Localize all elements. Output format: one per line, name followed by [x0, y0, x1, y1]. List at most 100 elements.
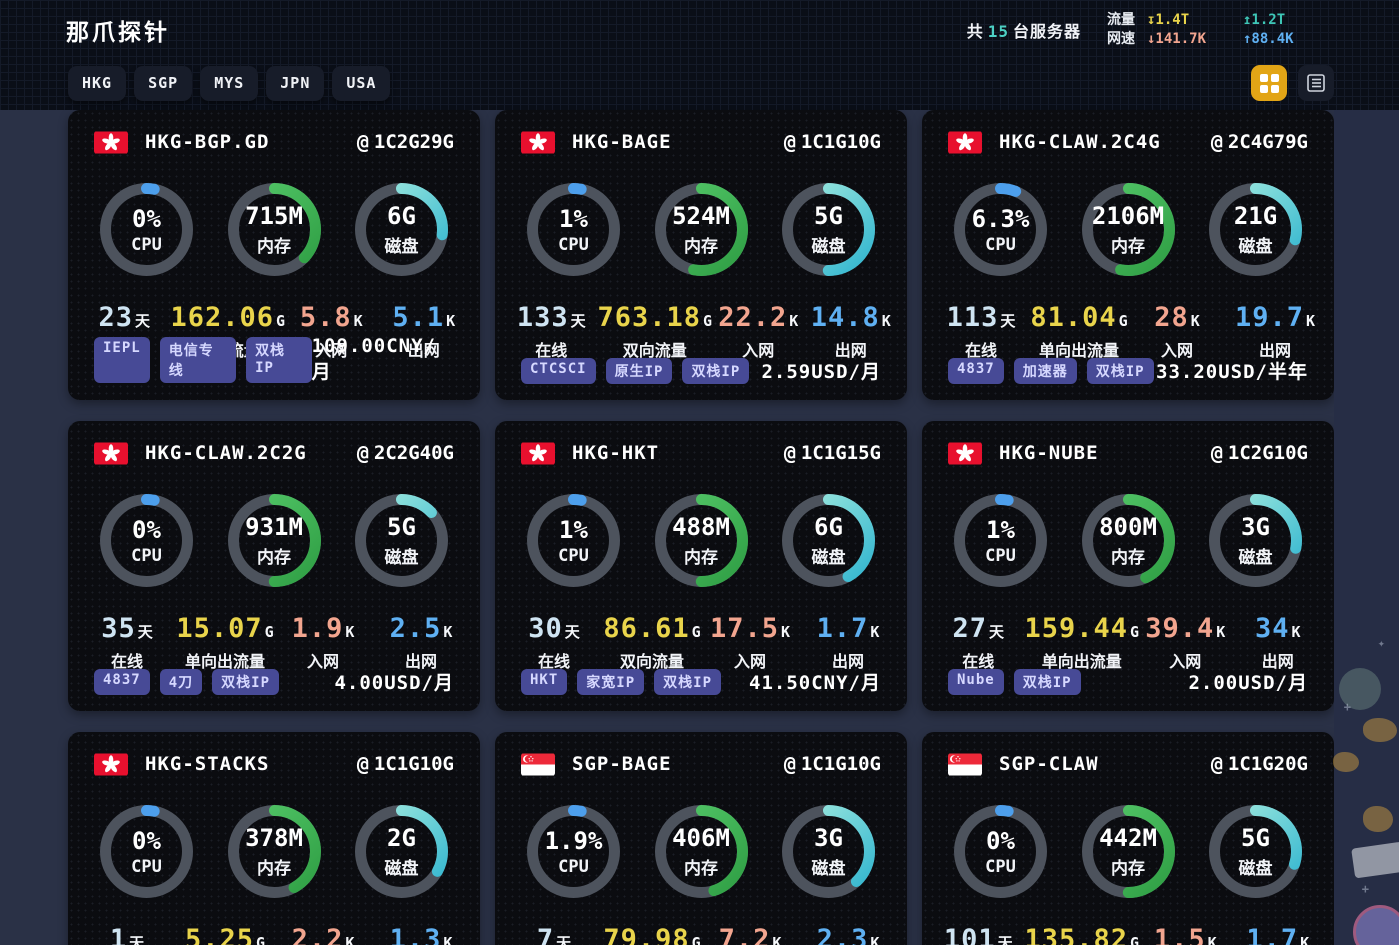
stat-in-label: 入网 — [1160, 341, 1193, 360]
server-spec-text: 1C1G15G — [800, 442, 881, 464]
stat-days-value: 23 天 — [78, 302, 170, 333]
server-name: SGP-CLAW — [999, 753, 1099, 775]
stat-traffic-label: 双向流量 — [619, 652, 684, 671]
stat-days-unit: 天 — [1000, 312, 1016, 330]
server-count-number: 15 — [987, 22, 1009, 41]
tab-mys[interactable]: MYS — [200, 65, 259, 101]
stat-out-unit: K — [443, 934, 453, 945]
stat-traffic-value: 159.44 G — [1024, 613, 1139, 644]
card-header: HKG-CLAW.2C4G @2C4G79G — [922, 110, 1334, 154]
stat-traffic: 159.44 G 单向出流量 — [1024, 613, 1139, 672]
server-count-prefix: 共 — [966, 22, 984, 41]
stat-traffic-unit: G — [1130, 934, 1140, 945]
cpu-value: 0% — [132, 204, 161, 233]
decoration-gold-cloud — [1363, 806, 1393, 832]
cpu-ring — [527, 805, 620, 898]
stat-in-value: 1.9 K — [274, 613, 372, 644]
disk-gauge: 21G 磁盘 — [1207, 181, 1304, 278]
stat-traffic-value: 5.25 G — [176, 924, 274, 945]
server-name: HKG-CLAW.2C2G — [145, 442, 307, 464]
cpu-gauge-text: 0% CPU — [98, 492, 195, 589]
stat-out-label: 出网 — [1261, 652, 1294, 671]
disk-gauge: 6G 磁盘 — [780, 492, 877, 589]
cpu-label: CPU — [985, 856, 1016, 877]
list-view-button[interactable] — [1298, 65, 1334, 101]
server-card[interactable]: HKG-BAGE @1C1G10G 1% CPU 524M 内存 5G 磁盘 — [495, 110, 907, 400]
gauge-row: 1% CPU 524M 内存 5G 磁盘 — [495, 181, 907, 278]
stat-traffic-number: 159.44 — [1024, 613, 1129, 644]
stat-out: 14.8 K 出网 — [805, 302, 897, 361]
stats-row: 30 天 在线 86.61 G 双向流量 17.5 K 入网 1.7 K 出网 — [495, 613, 907, 672]
cpu-label: CPU — [558, 234, 589, 255]
server-card[interactable]: HKG-CLAW.2C4G @2C4G79G 6.3% CPU 2106M 内存… — [922, 110, 1334, 400]
cpu-label: CPU — [558, 856, 589, 877]
stat-days-unit: 天 — [134, 312, 150, 330]
stat-in-unit: K — [1216, 623, 1226, 641]
grid-view-button[interactable] — [1251, 65, 1287, 101]
mem-ring — [227, 183, 321, 276]
mem-value: 442M — [1099, 824, 1157, 852]
stat-out-number: 19.7 — [1234, 302, 1304, 333]
cpu-value: 1.9% — [544, 826, 603, 855]
tab-hkg[interactable]: HKG — [68, 65, 127, 101]
cpu-gauge: 1.9% CPU — [525, 803, 622, 900]
mem-gauge: 931M 内存 — [226, 492, 323, 589]
disk-gauge-text: 6G 磁盘 — [353, 181, 450, 278]
card-header: HKG-NUBE @1C2G10G — [922, 421, 1334, 465]
stat-in-label: 入网 — [306, 652, 339, 671]
tab-usa[interactable]: USA — [332, 65, 391, 101]
server-card[interactable]: HKG-CLAW.2C2G @2C2G40G 0% CPU 931M 内存 5G… — [68, 421, 480, 711]
tab-jpn[interactable]: JPN — [266, 65, 325, 101]
server-card[interactable]: HKG-HKT @1C1G15G 1% CPU 488M 内存 6G 磁盘 — [495, 421, 907, 711]
mem-label: 内存 — [257, 548, 291, 568]
server-spec: @2C4G79G — [1211, 130, 1308, 154]
stats-row: 35 天 在线 15.07 G 单向出流量 1.9 K 入网 2.5 K 出网 — [68, 613, 480, 672]
cpu-label: CPU — [131, 856, 162, 877]
stat-out-number: 2.5 — [389, 613, 442, 644]
stat-out-value: 1.7 K — [1232, 924, 1324, 945]
stat-in: 7.2K 入网 — [701, 924, 799, 945]
server-spec: @1C2G10G — [1211, 441, 1308, 465]
server-card[interactable]: SGP-BAGE @1C1G10G 1.9% CPU 406M 内存 3G 磁盘 — [495, 732, 907, 945]
stat-in: 1.5K 入网 — [1139, 924, 1231, 945]
stat-in: 17.5 K 入网 — [701, 613, 799, 672]
server-card[interactable]: SGP-CLAW @1C1G20G 0% CPU 442M 内存 5G 磁盘 — [922, 732, 1334, 945]
at-icon: @ — [1210, 130, 1223, 154]
server-card[interactable]: HKG-BGP.GD @1C2G29G 0% CPU 715M 内存 6G 磁盘 — [68, 110, 480, 400]
tag: 4刀 — [159, 668, 203, 695]
tab-sgp[interactable]: SGP — [134, 65, 193, 101]
cpu-value: 1% — [559, 204, 588, 233]
stat-days-label: 在线 — [535, 341, 568, 360]
server-card[interactable]: HKG-NUBE @1C2G10G 1% CPU 800M 内存 3G 磁盘 — [922, 421, 1334, 711]
stat-traffic-number: 15.07 — [176, 613, 263, 644]
mem-label: 内存 — [684, 859, 718, 879]
disk-gauge-text: 21G 磁盘 — [1207, 181, 1304, 278]
stat-days-unit: 天 — [570, 312, 586, 330]
country-flag-icon — [948, 131, 982, 154]
cpu-value: 1% — [986, 515, 1015, 544]
stat-days: 113 天 在线 — [932, 302, 1030, 361]
stat-days-label: 在线 — [110, 652, 143, 671]
stat-traffic-number: 5.25 — [184, 924, 254, 945]
stat-days-value: 101 天 — [932, 924, 1024, 945]
stat-in-unit: K — [353, 312, 363, 330]
mem-gauge: 378M 内存 — [226, 803, 323, 900]
card-footer: 4837 4刀 双栈IP 4.00USD/月 — [94, 668, 454, 695]
disk-ring — [355, 805, 448, 898]
stat-in-unit: K — [1207, 934, 1217, 945]
tag: 双栈IP — [246, 336, 312, 383]
at-icon: @ — [356, 752, 369, 776]
stat-traffic-value: 763.18 G — [597, 302, 712, 333]
server-card[interactable]: HKG-STACKS @1C1G10G 0% CPU 378M 内存 2G 磁盘 — [68, 732, 480, 945]
cpu-label: CPU — [558, 545, 589, 566]
stat-out-label: 出网 — [831, 652, 864, 671]
server-spec-text: 1C1G10G — [800, 753, 881, 775]
stat-out-number: 34 — [1254, 613, 1290, 644]
cpu-gauge-text: 0% CPU — [98, 181, 195, 278]
disk-value: 6G — [387, 202, 416, 230]
tag-list: 4837 加速器 双栈IP — [948, 357, 1154, 384]
disk-gauge-text: 5G 磁盘 — [780, 181, 877, 278]
tag: 双栈IP — [682, 357, 750, 384]
country-flag-icon — [94, 131, 128, 154]
